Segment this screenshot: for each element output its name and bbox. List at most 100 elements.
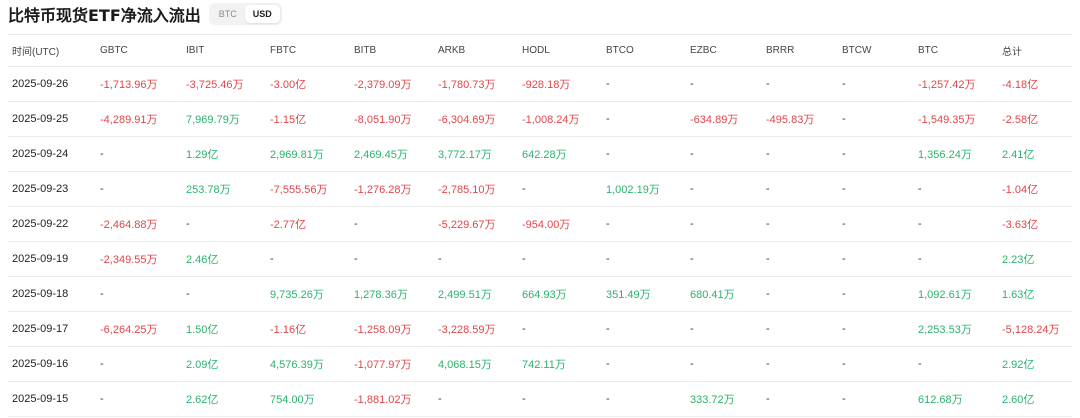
flow-cell: -1,713.96万 xyxy=(96,66,182,102)
table-row: 2025-09-15-2.62亿 754.00万 -1,881.02万 - - -333.… xyxy=(8,381,1072,417)
flow-cell: 754.00万 xyxy=(266,381,350,417)
flow-cell: 1.50亿 xyxy=(182,311,266,347)
flow-cell: -1,276.28万 xyxy=(350,171,434,207)
page-header: 比特币现货ETF净流入流出 BTC USD xyxy=(8,2,282,26)
flow-cell: - xyxy=(762,136,838,172)
flow-cell: - xyxy=(266,241,350,277)
column-header-gbtc: GBTC xyxy=(96,34,182,67)
flow-cell: - xyxy=(518,311,602,347)
flow-cell: -4.18亿 xyxy=(998,66,1072,102)
flow-cell: - xyxy=(686,206,762,242)
flow-cell: -1.15亿 xyxy=(266,101,350,137)
flow-cell: - xyxy=(96,381,182,417)
flow-cell: -2,464.88万 xyxy=(96,206,182,242)
flow-cell: - xyxy=(762,276,838,312)
column-header-btcw: BTCW xyxy=(838,34,914,67)
flow-cell: - xyxy=(686,66,762,102)
flow-cell: - xyxy=(602,381,686,417)
flow-cell: - xyxy=(96,171,182,207)
flow-cell: - xyxy=(602,101,686,137)
flow-cell: - xyxy=(838,206,914,242)
flow-cell: - xyxy=(838,276,914,312)
column-header-btc: BTC xyxy=(914,34,998,67)
flow-cell: -1,258.09万 xyxy=(350,311,434,347)
flow-cell: - xyxy=(914,171,998,207)
flow-cell: - xyxy=(762,381,838,417)
flow-cell: - xyxy=(350,241,434,277)
toggle-usd-option[interactable]: USD xyxy=(244,5,280,23)
flow-cell: -3,725.46万 xyxy=(182,66,266,102)
table-row: 2025-09-17 -6,264.25万 1.50亿 -1.16亿 -1,258.09… xyxy=(8,311,1072,347)
flow-cell: 9,735.26万 xyxy=(266,276,350,312)
table-row: 2025-09-18- -9,735.26万 1,278.36万 2,499.51万 6… xyxy=(8,276,1072,312)
table-row: 2025-09-22 -2,464.88万 - -2.77亿 - -5,229.67万 -9… xyxy=(8,206,1072,242)
column-header-ezbc: EZBC xyxy=(686,34,762,67)
flow-cell: -1,881.02万 xyxy=(350,381,434,417)
flow-cell: -634.89万 xyxy=(686,101,762,137)
flow-cell: - xyxy=(602,346,686,382)
flow-cell: -954.00万 xyxy=(518,206,602,242)
flow-cell: - xyxy=(686,241,762,277)
flow-cell: - xyxy=(838,136,914,172)
column-header-brrr: BRRR xyxy=(762,34,838,67)
flow-cell: - xyxy=(602,311,686,347)
flow-cell: - xyxy=(686,136,762,172)
flow-cell: - xyxy=(838,101,914,137)
unit-toggle[interactable]: BTC USD xyxy=(208,3,282,25)
flow-cell: -1.04亿 xyxy=(998,171,1072,207)
flow-cell: - xyxy=(914,206,998,242)
table-row: 2025-09-24 - 1.29亿 2,969.81万 2,469.45万 3,772.… xyxy=(8,136,1072,172)
column-header-ibit: IBIT xyxy=(182,34,266,67)
flow-cell: 2.60亿 xyxy=(998,381,1072,417)
flow-cell: - xyxy=(838,381,914,417)
flow-cell: -1,008.24万 xyxy=(518,101,602,137)
flow-cell: 2.23亿 xyxy=(998,241,1072,277)
table-header-row: 时间(UTC) GBTC IBIT FBTC BITB ARKB HODL BTCO EZBC B… xyxy=(8,34,1072,67)
flow-cell: 1.29亿 xyxy=(182,136,266,172)
flow-cell: 3,772.17万 xyxy=(434,136,518,172)
flow-cell: 333.72万 xyxy=(686,381,762,417)
table-row: 2025-09-26 -1,713.96万 -3,725.46万 -3.00亿 -2,3… xyxy=(8,66,1072,102)
flow-cell: - xyxy=(914,241,998,277)
flow-cell: -6,264.25万 xyxy=(96,311,182,347)
flow-cell: 2,469.45万 xyxy=(350,136,434,172)
column-header-fbtc: FBTC xyxy=(266,34,350,67)
flow-cell: 2,969.81万 xyxy=(266,136,350,172)
flow-cell: - xyxy=(686,171,762,207)
toggle-btc-option[interactable]: BTC xyxy=(218,9,237,19)
flow-cell: -928.18万 xyxy=(518,66,602,102)
flow-cell: -4,289.91万 xyxy=(96,101,182,137)
flow-cell: - xyxy=(762,311,838,347)
column-header-arkb: ARKB xyxy=(434,34,518,67)
flow-cell: 2.62亿 xyxy=(182,381,266,417)
flow-cell: - xyxy=(838,171,914,207)
flow-cell: - xyxy=(602,241,686,277)
date-cell: 2025-09-15 xyxy=(8,381,96,417)
flow-cell: -1,780.73万 xyxy=(434,66,518,102)
flow-cell: 2.92亿 xyxy=(998,346,1072,382)
date-cell: 2025-09-25 xyxy=(8,101,96,137)
flow-cell: -2,785.10万 xyxy=(434,171,518,207)
etf-flow-table: 时间(UTC) GBTC IBIT FBTC BITB ARKB HODL BTCO EZBC B… xyxy=(8,34,1072,417)
flow-cell: - xyxy=(350,206,434,242)
flow-cell: - xyxy=(518,241,602,277)
flow-cell: -5,229.67万 xyxy=(434,206,518,242)
flow-cell: -495.83万 xyxy=(762,101,838,137)
flow-cell: - xyxy=(602,206,686,242)
flow-cell: -2.58亿 xyxy=(998,101,1072,137)
flow-cell: 1,092.61万 xyxy=(914,276,998,312)
flow-cell: 612.68万 xyxy=(914,381,998,417)
flow-cell: - xyxy=(602,66,686,102)
flow-cell: - xyxy=(686,311,762,347)
flow-cell: - xyxy=(838,66,914,102)
flow-cell: -7,555.56万 xyxy=(266,171,350,207)
date-cell: 2025-09-26 xyxy=(8,66,96,102)
flow-cell: -2,379.09万 xyxy=(350,66,434,102)
flow-cell: -1,077.97万 xyxy=(350,346,434,382)
flow-cell: - xyxy=(762,66,838,102)
flow-cell: 2.46亿 xyxy=(182,241,266,277)
date-cell: 2025-09-24 xyxy=(8,136,96,172)
table-row: 2025-09-19 -2,349.55万 2.46亿 - - - - - - - - -2.23亿 xyxy=(8,241,1072,277)
flow-cell: 664.93万 xyxy=(518,276,602,312)
flow-cell: 351.49万 xyxy=(602,276,686,312)
